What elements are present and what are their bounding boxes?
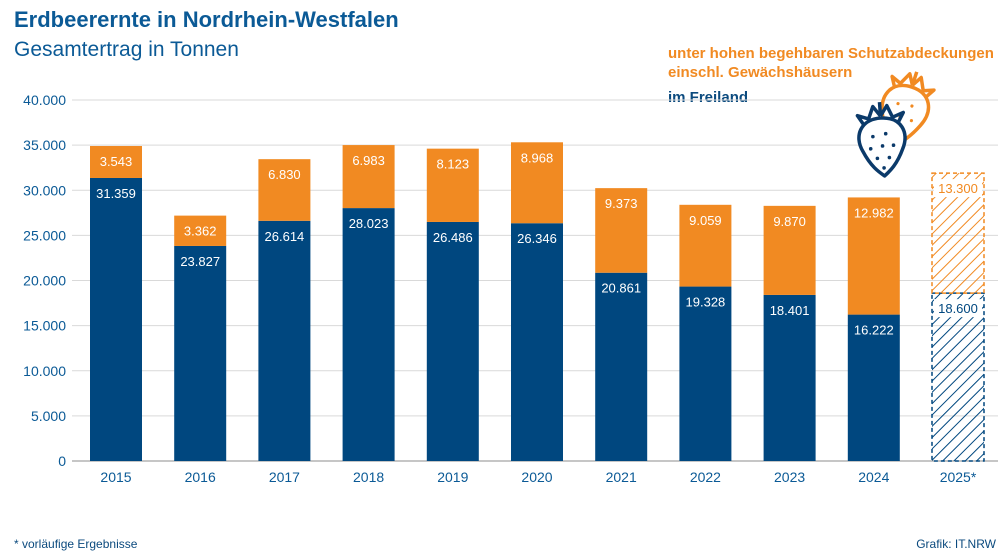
bar-protected bbox=[174, 215, 227, 246]
data-label-open-field: 23.827 bbox=[180, 254, 220, 269]
label-bg bbox=[934, 179, 982, 198]
x-tick-label: 2017 bbox=[269, 469, 300, 485]
legend-protected: unter hohen begehbaren Schutzabdeckungen… bbox=[668, 44, 994, 82]
data-label-open-field: 19.328 bbox=[686, 295, 726, 310]
bar-open-field bbox=[174, 245, 227, 461]
x-tick-label: 2022 bbox=[690, 469, 721, 485]
x-tick-label: 2018 bbox=[353, 469, 384, 485]
bar-open-field bbox=[847, 314, 900, 461]
bar-open-field bbox=[258, 220, 311, 461]
chart-title: Erdbeerernte in Nordrhein-Westfalen bbox=[14, 7, 399, 32]
chart-subtitle: Gesamtertrag in Tonnen bbox=[14, 38, 239, 61]
bar-layer: 31.359 3.543 2015 23.827 3.362 2016 26.614 6.83… bbox=[90, 142, 985, 485]
data-label-open-field: 26.346 bbox=[517, 231, 557, 246]
bar-open-field bbox=[90, 177, 142, 461]
y-tick-label: 25.000 bbox=[23, 227, 66, 243]
bar-protected bbox=[342, 145, 395, 209]
y-tick-label: 5.000 bbox=[31, 408, 66, 424]
data-label-protected: 9.059 bbox=[689, 213, 722, 228]
bar-open-field bbox=[931, 292, 985, 462]
label-bg bbox=[934, 299, 982, 318]
legend-open-field: im Freiland bbox=[668, 89, 749, 106]
data-label-protected: 6.983 bbox=[352, 153, 385, 168]
data-label-protected: 3.362 bbox=[184, 224, 217, 239]
y-tick-label: 0 bbox=[58, 453, 66, 469]
x-tick-label: 2023 bbox=[774, 469, 805, 485]
y-tick-label: 30.000 bbox=[23, 182, 66, 198]
data-label-open-field: 28.023 bbox=[349, 216, 389, 231]
bar-protected bbox=[426, 148, 479, 222]
bar-open-field bbox=[511, 223, 563, 461]
x-tick-label: 2016 bbox=[185, 469, 216, 485]
y-tick-label: 10.000 bbox=[23, 363, 66, 379]
bar-open-field bbox=[679, 286, 732, 461]
data-label-open-field: 31.359 bbox=[96, 186, 136, 201]
bar-open-field bbox=[342, 208, 395, 461]
bar-protected bbox=[595, 188, 648, 273]
data-label-open-field: 16.222 bbox=[854, 323, 894, 338]
data-label-protected: 6.830 bbox=[268, 167, 301, 182]
data-label-protected: 9.373 bbox=[605, 196, 638, 211]
x-tick-label: 2020 bbox=[521, 469, 552, 485]
data-label-protected: 8.968 bbox=[521, 150, 554, 165]
y-tick-label: 40.000 bbox=[23, 92, 66, 108]
y-tick-label: 20.000 bbox=[23, 273, 66, 289]
bar-protected bbox=[258, 159, 311, 221]
bar-open-field bbox=[595, 272, 648, 461]
data-label-protected: 12.982 bbox=[854, 205, 894, 220]
data-label-protected: 9.870 bbox=[773, 214, 806, 229]
bar-protected bbox=[90, 146, 142, 178]
strawberry-icon bbox=[855, 71, 936, 178]
data-label-open-field: 26.486 bbox=[433, 230, 473, 245]
data-label-open-field: 18.401 bbox=[770, 303, 810, 318]
data-label-open-field: 18.600 bbox=[938, 301, 978, 316]
data-label-open-field: 26.614 bbox=[265, 229, 305, 244]
bar-protected bbox=[847, 197, 900, 315]
source-credit: Grafik: IT.NRW bbox=[916, 537, 996, 551]
x-tick-label: 2024 bbox=[858, 469, 889, 485]
data-label-open-field: 20.861 bbox=[601, 281, 641, 296]
bar-protected bbox=[511, 142, 563, 224]
bar-protected bbox=[679, 204, 732, 287]
y-tick-label: 35.000 bbox=[23, 137, 66, 153]
bar-protected bbox=[763, 205, 816, 295]
x-tick-label: 2025* bbox=[940, 469, 977, 485]
footnote: * vorläufige Ergebnisse bbox=[14, 537, 138, 551]
legend-protected-line1: unter hohen begehbaren Schutzabdeckungen bbox=[668, 45, 994, 62]
bar-open-field bbox=[426, 221, 479, 461]
data-label-protected: 13.300 bbox=[938, 181, 978, 196]
data-label-protected: 3.543 bbox=[100, 154, 133, 169]
x-tick-label: 2015 bbox=[100, 469, 131, 485]
bar-open-field bbox=[763, 294, 816, 461]
data-label-protected: 8.123 bbox=[437, 157, 470, 172]
legend-protected-line2: einschl. Gewächshäusern bbox=[668, 64, 853, 81]
x-tick-label: 2021 bbox=[606, 469, 637, 485]
x-tick-label: 2019 bbox=[437, 469, 468, 485]
y-tick-label: 15.000 bbox=[23, 318, 66, 334]
